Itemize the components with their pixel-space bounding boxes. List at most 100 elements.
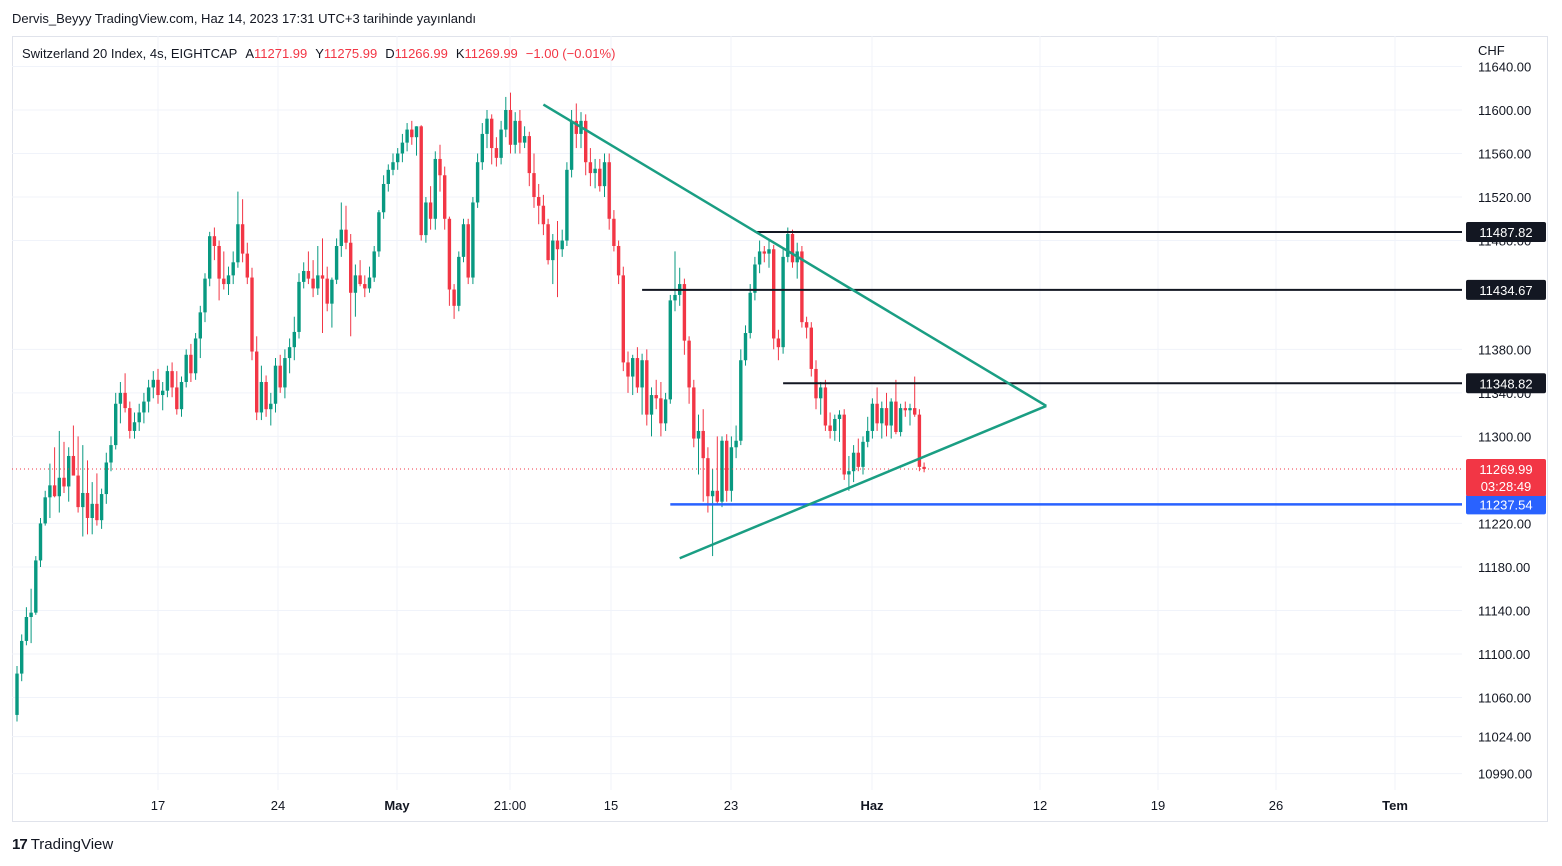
candle-body — [504, 109, 508, 130]
lower-trendline[interactable] — [679, 404, 1047, 560]
candle-body — [90, 503, 94, 518]
legend-symbol: Switzerland 20 Index, 4s, EIGHTCAP — [22, 46, 238, 61]
tradingview-logo-icon[interactable]: 17 — [12, 836, 28, 853]
candle-body — [522, 136, 527, 143]
candle — [250, 267, 254, 361]
candle — [405, 123, 409, 152]
y-tick-label: 11300.00 — [1478, 429, 1531, 444]
candle-body — [790, 234, 795, 263]
candle — [861, 436, 865, 475]
candle-body — [569, 120, 574, 170]
candle-body — [715, 490, 719, 502]
candle-body — [433, 158, 437, 219]
resistance-11434-text: 11434.67 — [1479, 283, 1532, 298]
candle — [504, 96, 508, 138]
candle-body — [99, 494, 104, 521]
drawings[interactable] — [12, 103, 1462, 560]
candle-body — [156, 379, 160, 396]
x-tick-label: 23 — [724, 798, 738, 813]
candle — [748, 284, 752, 339]
candle-body — [682, 284, 687, 341]
candle — [499, 120, 503, 165]
y-tick-label: 11060.00 — [1478, 691, 1531, 706]
candle — [175, 371, 179, 415]
candle-body — [109, 445, 113, 463]
candle — [579, 112, 583, 149]
candle — [339, 202, 343, 257]
candle — [217, 240, 221, 301]
support-11237-text: 11237.54 — [1479, 497, 1532, 512]
candle-body — [316, 275, 320, 289]
candle — [353, 264, 358, 317]
upper-trendline[interactable] — [542, 103, 1047, 408]
candle — [471, 197, 475, 285]
candle-body — [851, 452, 856, 472]
candle-body — [226, 275, 231, 285]
candle — [142, 392, 146, 424]
candle — [452, 284, 456, 319]
candle — [156, 368, 160, 404]
candle-body — [161, 390, 165, 396]
candle — [231, 251, 235, 285]
candle — [546, 218, 550, 265]
candle — [866, 416, 870, 448]
candle — [790, 229, 795, 268]
x-tick-label: 12 — [1033, 798, 1047, 813]
candle-body — [85, 492, 90, 518]
candle — [151, 371, 155, 399]
footer: 17 TradingView — [12, 836, 113, 853]
tradingview-brand[interactable]: TradingView — [30, 836, 114, 853]
candle — [823, 379, 828, 431]
candle — [292, 316, 296, 361]
candle — [396, 148, 400, 170]
candle-body — [466, 224, 470, 278]
candle-body — [551, 240, 555, 261]
candle — [381, 175, 386, 219]
candle-body — [424, 202, 428, 236]
candle-body — [67, 455, 71, 487]
candle — [99, 488, 104, 529]
candle — [762, 245, 766, 263]
candle-body — [645, 360, 649, 415]
support-11237-tag — [1466, 494, 1546, 515]
resistance-11348-text: 11348.82 — [1479, 376, 1532, 391]
candle-body — [588, 162, 593, 174]
candle — [240, 199, 245, 263]
y-tick-label: 10990.00 — [1478, 767, 1532, 782]
candle-body — [663, 399, 668, 424]
candle — [635, 347, 640, 393]
candle-body — [34, 560, 38, 613]
candle — [574, 103, 578, 149]
candle — [720, 436, 724, 508]
candle — [85, 460, 90, 535]
candle-body — [565, 169, 569, 241]
candle — [616, 240, 621, 285]
legend-open-label: A — [245, 46, 254, 61]
candle — [804, 316, 809, 339]
candle-body — [447, 218, 452, 290]
candle — [626, 351, 630, 393]
candle — [320, 238, 325, 334]
candle-body — [499, 129, 503, 158]
candle-body — [772, 249, 776, 339]
candle — [508, 92, 513, 154]
candle-body — [870, 403, 875, 431]
candle — [518, 109, 522, 154]
candle-body — [273, 365, 278, 404]
grid — [12, 36, 1462, 790]
y-tick-label: 11600.00 — [1478, 103, 1531, 118]
legend-high: 11275.99 — [323, 46, 378, 61]
candle-body — [917, 414, 922, 467]
candle-body — [687, 340, 691, 388]
candle — [457, 251, 461, 312]
candle-body — [43, 497, 47, 524]
candle — [104, 452, 108, 504]
legend-change: −1.00 (−0.01%) — [525, 46, 616, 61]
candle-body — [198, 312, 202, 339]
candle-body — [908, 408, 912, 411]
candle — [772, 244, 776, 350]
candle — [673, 251, 677, 312]
candle — [593, 158, 597, 189]
candle — [584, 114, 588, 176]
